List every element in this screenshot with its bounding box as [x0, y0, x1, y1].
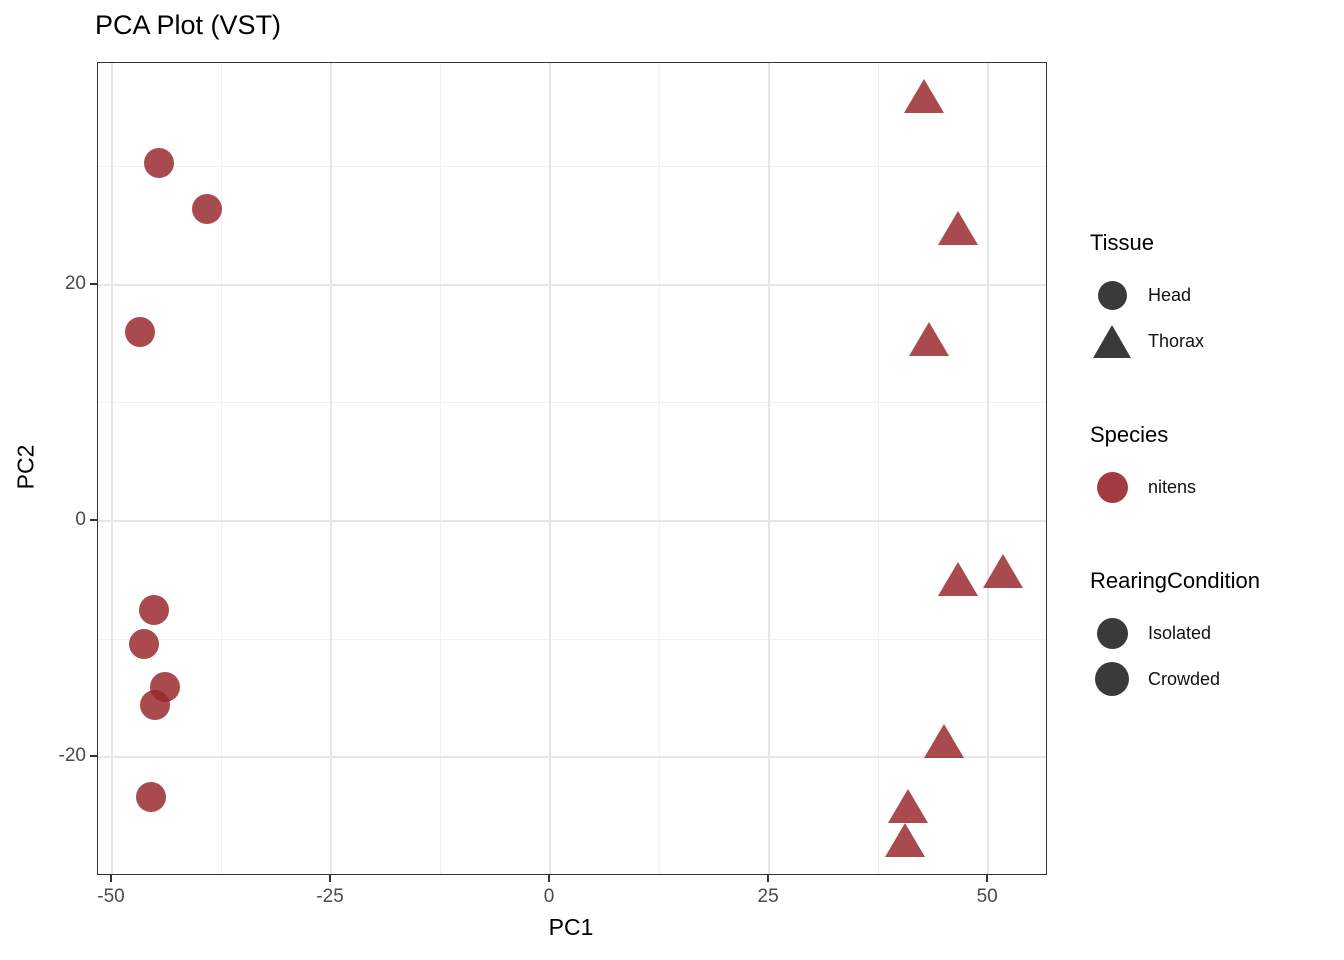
legend-triangle-glyph	[1093, 324, 1131, 358]
gridline-major-h	[98, 520, 1046, 522]
legend-circle-glyph	[1095, 662, 1129, 696]
y-tick-mark	[90, 755, 97, 758]
legend-item-label: Crowded	[1148, 668, 1221, 689]
legend-item-head: Head	[1090, 272, 1344, 318]
data-point-thorax	[983, 553, 1024, 588]
legend-item-isolated: Isolated	[1090, 610, 1344, 656]
x-tick-mark	[329, 875, 332, 882]
data-point-thorax	[884, 822, 925, 857]
legend-title: RearingCondition	[1090, 568, 1260, 593]
y-tick-mark	[90, 282, 97, 285]
legend-item-crowded: Crowded	[1090, 656, 1344, 702]
x-tick-label: 50	[976, 886, 998, 907]
data-point-thorax	[909, 322, 950, 357]
data-point-thorax	[924, 723, 965, 758]
gridline-minor-v	[878, 63, 880, 874]
x-tick-label: 0	[543, 886, 555, 907]
legend-item-thorax: Thorax	[1090, 318, 1344, 364]
x-tick-mark	[986, 875, 989, 882]
gridline-major-v	[111, 63, 113, 874]
legend: Tissue Head Thorax Species nitens RearingCond…	[1090, 230, 1344, 760]
data-point-head	[125, 317, 156, 348]
x-tick-label: 25	[757, 886, 779, 907]
x-tick-label: -50	[97, 886, 125, 907]
legend-item-nitens: nitens	[1090, 464, 1344, 510]
legend-group-species: Species nitens	[1090, 422, 1344, 510]
data-point-thorax	[938, 561, 979, 596]
legend-circle-glyph	[1096, 471, 1128, 503]
y-tick-label: 20	[64, 272, 86, 294]
data-point-head	[139, 690, 170, 721]
gridline-minor-v	[440, 63, 442, 874]
legend-item-label: nitens	[1148, 476, 1197, 497]
data-point-head	[129, 628, 160, 659]
gridline-minor-v	[659, 63, 661, 874]
legend-item-label: Isolated	[1148, 622, 1212, 643]
legend-title: Species	[1090, 422, 1169, 447]
gridline-major-v	[768, 63, 770, 874]
x-tick-label: -25	[316, 886, 344, 907]
data-point-head	[136, 782, 167, 813]
data-point-head	[191, 194, 222, 225]
y-tick-mark	[90, 519, 97, 522]
x-tick-mark	[110, 875, 113, 882]
data-point-thorax	[904, 79, 945, 114]
legend-item-label: Head	[1148, 284, 1192, 305]
y-axis-title: PC2	[12, 444, 39, 490]
data-point-head	[144, 148, 175, 179]
triangle-icon	[1090, 324, 1134, 358]
data-point-thorax	[888, 788, 929, 823]
gridline-major-h	[98, 284, 1046, 286]
x-axis-title: PC1	[548, 914, 594, 940]
gridline-minor-v	[221, 63, 223, 874]
data-point-thorax	[938, 211, 979, 246]
y-tick-label: 0	[75, 509, 86, 531]
gridline-minor-h	[98, 166, 1046, 168]
x-tick-mark	[548, 875, 551, 882]
gridline-major-h	[98, 756, 1046, 758]
circle-icon	[1090, 662, 1134, 696]
gridline-minor-h	[98, 402, 1046, 404]
gridline-major-v	[330, 63, 332, 874]
legend-circle-glyph	[1096, 617, 1128, 649]
legend-circle-glyph	[1097, 280, 1127, 310]
plot-panel	[97, 62, 1047, 875]
circle-icon	[1090, 471, 1134, 503]
x-tick-mark	[767, 875, 770, 882]
data-point-head	[139, 594, 170, 625]
legend-item-label: Thorax	[1148, 330, 1205, 351]
legend-group-rearingcondition: RearingCondition Isolated Crowded	[1090, 568, 1344, 702]
legend-title: Tissue	[1090, 230, 1154, 255]
circle-icon	[1090, 617, 1134, 649]
circle-icon	[1090, 280, 1134, 310]
gridline-major-v	[549, 63, 551, 874]
gridline-minor-h	[98, 638, 1046, 640]
legend-group-tissue: Tissue Head Thorax	[1090, 230, 1344, 364]
chart-title: PCA Plot (VST)	[95, 10, 282, 40]
gridline-major-v	[987, 63, 989, 874]
y-tick-label: -20	[58, 745, 86, 767]
